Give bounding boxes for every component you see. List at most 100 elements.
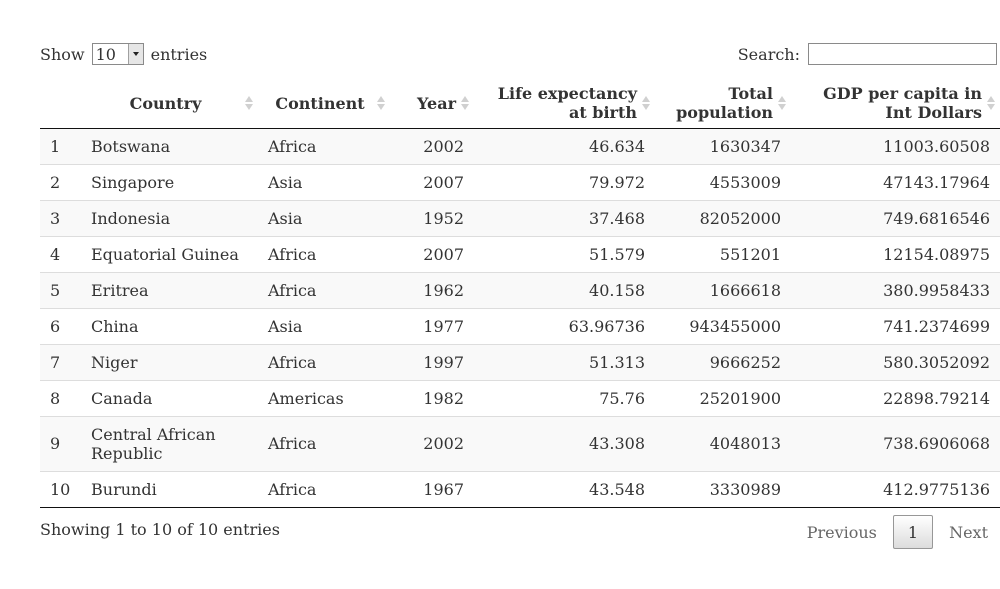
previous-button[interactable]: Previous <box>806 522 877 542</box>
cell-year: 1982 <box>390 379 474 416</box>
cell-continent: Africa <box>268 136 317 156</box>
cell-country: Central African Republic <box>81 415 258 471</box>
sort-icon <box>245 95 253 111</box>
cell-gdp-per-capita: 380.9958433 <box>791 271 1000 308</box>
cell-country: Indonesia <box>81 199 258 236</box>
cell-year: 1977 <box>390 307 474 344</box>
cell-year: 1962 <box>390 271 474 308</box>
table-row: 4 Equatorial Guinea Africa 2007 51.579 551201… <box>40 235 1000 272</box>
column-header-label-line2: at birth <box>568 103 637 123</box>
cell-population: 1666618 <box>655 271 791 308</box>
table-row: 9 Central African Republic Africa 2002 43.30… <box>40 415 1000 471</box>
cell-continent: Africa <box>258 235 390 272</box>
sort-icon <box>461 95 469 111</box>
cell-country: Singapore <box>81 163 258 200</box>
cell-continent: Asia <box>258 307 390 344</box>
cell-population: 551201 <box>655 235 791 272</box>
cell-gdp-per-capita: 22898.79214 <box>791 379 1000 416</box>
cell-country: Eritrea <box>81 271 258 308</box>
cell-country: Niger <box>81 343 258 380</box>
column-header-life-expectancy[interactable]: Life expectancy at birth <box>474 79 655 129</box>
cell-year: 1952 <box>390 199 474 236</box>
cell-year: 1967 <box>390 470 474 508</box>
cell-life-expectancy: 43.548 <box>474 470 655 508</box>
data-table: Country Continent Year Life expectancy a… <box>40 79 1000 508</box>
table-row: 3 Indonesia Asia 1952 37.468 82052000 749.6816… <box>40 199 1000 236</box>
cell-year: 2002 <box>390 415 474 471</box>
table-row: 8 Canada Americas 1982 75.76 25201900 22898.79… <box>40 379 1000 416</box>
column-header-label: Life expectancy <box>497 84 637 104</box>
cell-continent: Asia <box>258 199 390 236</box>
show-label: Show <box>40 44 85 64</box>
cell-life-expectancy: 46.634 <box>589 136 645 156</box>
cell-population: 4553009 <box>655 163 791 200</box>
table-row: 1 Botswana Africa 2002 46.634 1630347 11003.60… <box>40 128 1000 164</box>
table-row: 7 Niger Africa 1997 51.313 9666252 580.3052092 <box>40 343 1000 380</box>
cell-continent: Americas <box>258 379 390 416</box>
cell-gdp-per-capita: 11003.60508 <box>883 136 990 156</box>
next-button[interactable]: Next <box>949 522 988 542</box>
column-header-total-population[interactable]: Total population <box>655 79 791 129</box>
cell-index: 6 <box>40 307 81 344</box>
cell-index: 3 <box>40 199 81 236</box>
page-button-1[interactable]: 1 <box>892 515 934 549</box>
cell-population: 82052000 <box>655 199 791 236</box>
cell-country: Canada <box>81 379 258 416</box>
cell-index: 9 <box>40 415 81 471</box>
column-header-label-line2: Int Dollars <box>885 103 982 123</box>
table-row: 2 Singapore Asia 2007 79.972 4553009 47143.179… <box>40 163 1000 200</box>
entries-select-value: 10 <box>95 44 116 64</box>
column-header-label: GDP per capita in <box>823 84 982 104</box>
column-header-index[interactable] <box>40 79 81 129</box>
entries-label: entries <box>150 44 208 64</box>
search-label: Search: <box>737 44 800 64</box>
cell-gdp-per-capita: 749.6816546 <box>791 199 1000 236</box>
cell-gdp-per-capita: 12154.08975 <box>791 235 1000 272</box>
cell-index: 5 <box>40 271 81 308</box>
cell-gdp-per-capita: 741.2374699 <box>791 307 1000 344</box>
sort-icon <box>778 95 786 111</box>
header-row: Country Continent Year Life expectancy a… <box>40 79 1000 129</box>
table-body: 1 Botswana Africa 2002 46.634 1630347 11003.60… <box>40 128 1000 508</box>
search-input[interactable] <box>808 43 997 65</box>
chevron-down-icon[interactable] <box>127 44 143 64</box>
cell-gdp-per-capita: 47143.17964 <box>791 163 1000 200</box>
cell-index: 2 <box>40 163 81 200</box>
column-header-country[interactable]: Country <box>81 79 258 129</box>
cell-index: 10 <box>40 470 81 508</box>
cell-index: 8 <box>40 379 81 416</box>
column-header-label-line2: population <box>676 103 773 123</box>
sort-icon <box>987 95 995 111</box>
cell-year: 2002 <box>423 136 464 156</box>
cell-life-expectancy: 79.972 <box>474 163 655 200</box>
column-header-label: Year <box>416 93 456 113</box>
cell-year: 2007 <box>390 163 474 200</box>
column-header-label: Country <box>129 93 202 113</box>
cell-country: Burundi <box>81 470 258 508</box>
column-header-continent[interactable]: Continent <box>258 79 390 129</box>
cell-index: 7 <box>40 343 81 380</box>
cell-population: 9666252 <box>655 343 791 380</box>
cell-life-expectancy: 75.76 <box>474 379 655 416</box>
cell-year: 1997 <box>390 343 474 380</box>
cell-continent: Africa <box>258 470 390 508</box>
cell-continent: Africa <box>258 271 390 308</box>
cell-population: 3330989 <box>655 470 791 508</box>
cell-gdp-per-capita: 412.9775136 <box>791 470 1000 508</box>
entries-select[interactable]: 10 <box>91 43 144 65</box>
cell-life-expectancy: 40.158 <box>474 271 655 308</box>
column-header-year[interactable]: Year <box>390 79 474 129</box>
cell-population: 1630347 <box>709 136 781 156</box>
cell-index: 1 <box>50 136 61 156</box>
column-header-gdp-per-capita[interactable]: GDP per capita in Int Dollars <box>791 79 1000 129</box>
table-info: Showing 1 to 10 of 10 entries <box>40 520 280 539</box>
sort-icon <box>642 95 650 111</box>
cell-population: 4048013 <box>655 415 791 471</box>
cell-life-expectancy: 51.579 <box>474 235 655 272</box>
table-row: 6 China Asia 1977 63.96736 943455000 741.23746… <box>40 307 1000 344</box>
cell-life-expectancy: 51.313 <box>474 343 655 380</box>
cell-life-expectancy: 63.96736 <box>474 307 655 344</box>
column-header-label: Total <box>728 84 773 104</box>
search-box: Search: <box>738 41 997 67</box>
cell-gdp-per-capita: 580.3052092 <box>791 343 1000 380</box>
